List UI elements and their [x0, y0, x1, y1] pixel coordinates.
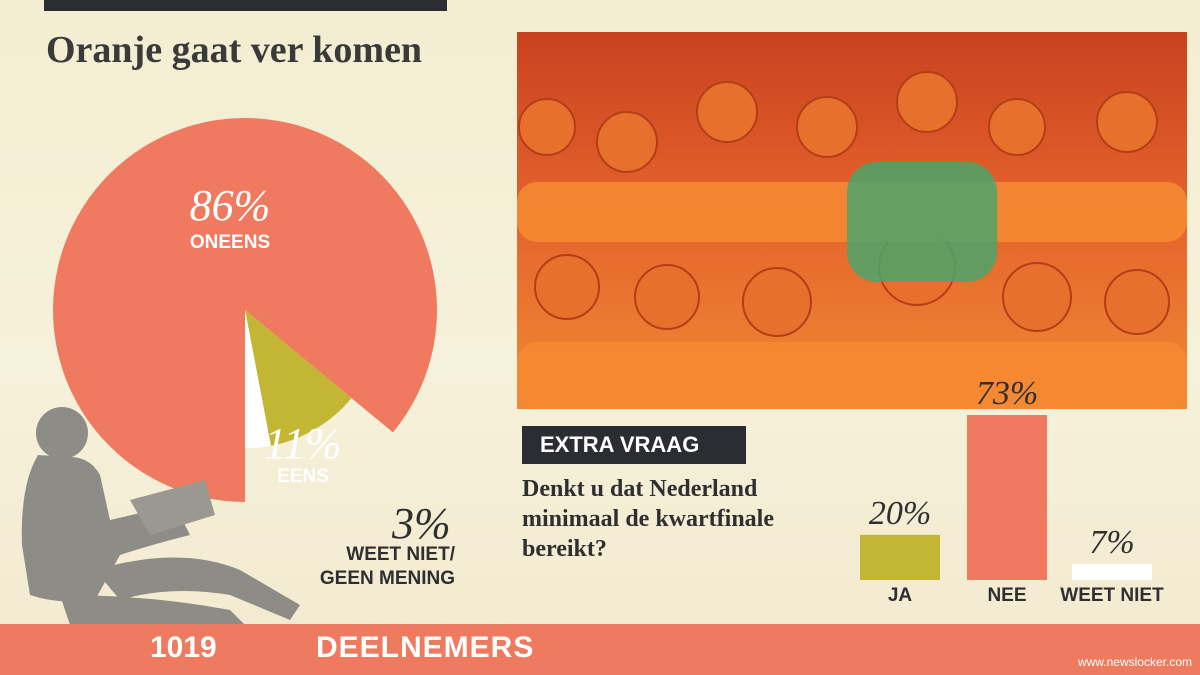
bar-value-label: 73%	[975, 375, 1039, 412]
top-bar	[44, 0, 447, 11]
pie-label-oneens: ONEENS	[189, 232, 271, 253]
team-photo	[517, 32, 1187, 409]
pie-label-eens: EENS	[277, 466, 329, 487]
pie-pct-oneens: 86%	[189, 181, 271, 230]
extra-question-badge: EXTRA VRAAG	[522, 426, 746, 464]
pie-label-weet-niet-line1: WEET NIET/	[346, 544, 455, 565]
bar-category-label: JA	[887, 585, 913, 606]
bar-value-label: 7%	[1089, 524, 1135, 562]
pie-slice-weet-niet	[245, 310, 271, 449]
bar-category-label: WEET NIET	[1060, 585, 1164, 606]
watermark: www.newslocker.com	[1077, 655, 1192, 669]
bar-category-label: NEE	[987, 585, 1027, 606]
extra-question-text: Denkt u dat Nederland minimaal de kwartf…	[522, 476, 774, 562]
participant-label: DEELNEMERS	[316, 631, 535, 664]
bar-nee	[967, 415, 1047, 580]
pie-slice-eens	[245, 310, 352, 446]
bar-ja	[860, 534, 940, 580]
headline: Oranje gaat ver komen	[46, 29, 423, 71]
pie-label-weet-niet-line2: GEEN MENING	[319, 568, 455, 589]
bar-weet-niet	[1072, 564, 1152, 580]
participant-count: 1019	[150, 631, 217, 664]
reader-silhouette-icon	[21, 407, 300, 630]
pie-pct-eens: 11%	[264, 419, 342, 468]
bar-value-label: 20%	[868, 494, 932, 532]
footer-bar	[0, 624, 1200, 675]
pie-pct-weet-niet: 3%	[392, 499, 451, 548]
